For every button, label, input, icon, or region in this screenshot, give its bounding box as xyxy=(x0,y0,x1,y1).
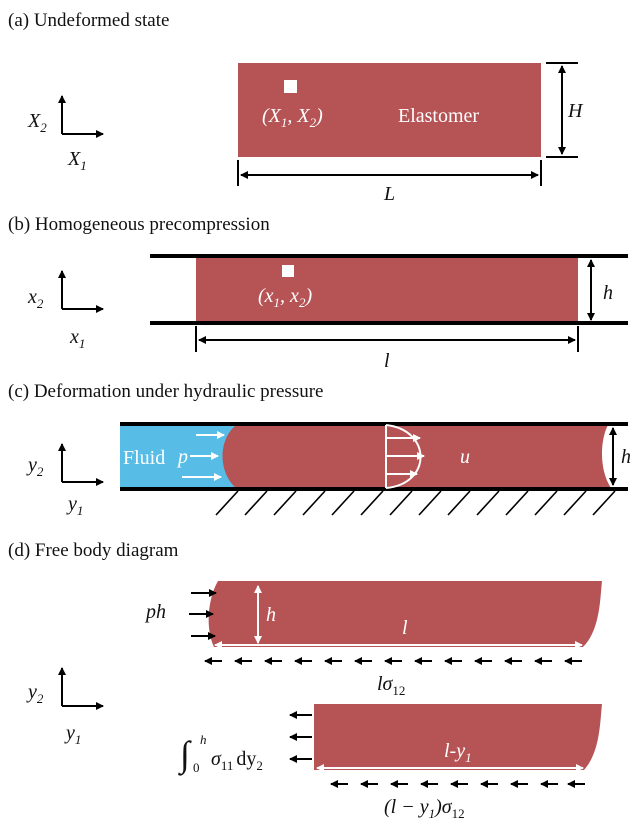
height-label: h xyxy=(621,446,631,468)
height-label: h xyxy=(266,604,276,626)
height-dimension: H xyxy=(546,62,584,158)
length-label: l xyxy=(402,617,408,639)
length-label: L xyxy=(383,183,395,205)
axis-x-label: y1 xyxy=(64,722,81,747)
normal-stress-arrows xyxy=(289,711,312,763)
axis-y-label: X2 xyxy=(27,110,47,135)
full-body-shape xyxy=(208,581,602,647)
panel-d-axes: y2 y1 xyxy=(26,667,104,747)
integral-upper-limit: h xyxy=(200,732,207,747)
panel-c-caption: (c) Deformation under hydraulic pressure xyxy=(8,381,324,402)
axis-y-label: y2 xyxy=(26,681,44,706)
height-label: h xyxy=(603,282,613,304)
height-label: H xyxy=(567,100,584,122)
panel-c: (c) Deformation under hydraulic pressure… xyxy=(8,381,631,518)
pressure-label: p xyxy=(176,446,188,468)
length-dimension: L xyxy=(237,160,542,205)
height-dimension: h xyxy=(609,427,631,486)
displacement-label: u xyxy=(460,446,470,468)
integral-label: ∫ h 0 σ11 dy2 xyxy=(178,732,263,776)
panel-d-caption: (d) Free body diagram xyxy=(8,540,179,561)
free-body-full: ph h l lσ12 xyxy=(144,581,602,698)
material-point-marker xyxy=(282,265,294,277)
material-point-label: (X1, X2) xyxy=(262,105,323,130)
partial-length-label: l-y1 xyxy=(444,740,472,765)
panel-a-caption: (a) Undeformed state xyxy=(8,10,169,31)
height-dimension: h xyxy=(587,259,613,321)
partial-body-shape xyxy=(314,704,602,770)
shear-force-label-bottom: (l − y1)σ12 xyxy=(384,796,465,821)
fluid-label: Fluid xyxy=(123,447,165,469)
length-dimension: l xyxy=(195,326,579,372)
panel-c-axes: y2 y1 xyxy=(26,443,104,518)
integral-sign: ∫ xyxy=(178,734,192,776)
axis-y-label: y2 xyxy=(26,454,44,479)
material-point-label: (x1, x2) xyxy=(258,285,312,310)
panel-b-axes: x2 x1 xyxy=(27,270,104,351)
elastomer-label: Elastomer xyxy=(398,105,479,127)
length-label: l xyxy=(384,350,390,372)
shear-force-label-top: lσ12 xyxy=(377,673,405,698)
panel-b: (b) Homogeneous precompression x2 x1 (x1… xyxy=(8,214,628,372)
pressure-arrows xyxy=(182,431,225,481)
velocity-profile xyxy=(385,424,425,489)
panel-a: (a) Undeformed state X2 X1 (X1, X2) Elas… xyxy=(8,10,584,205)
free-body-partial: ∫ h 0 σ11 dy2 l-y1 (l − y1)σ12 xyxy=(178,704,602,821)
integral-lower-limit: 0 xyxy=(193,760,200,775)
ground-hatching xyxy=(215,490,616,516)
axis-x-label: x1 xyxy=(69,326,85,351)
panel-d: (d) Free body diagram y2 y1 ph h l xyxy=(8,540,602,821)
integrand: σ11 dy2 xyxy=(211,748,263,773)
panel-b-caption: (b) Homogeneous precompression xyxy=(8,214,270,235)
axis-x-label: y1 xyxy=(66,493,83,518)
panel-a-axes: X2 X1 xyxy=(27,95,104,173)
precompressed-block xyxy=(196,257,578,324)
material-point-marker xyxy=(284,80,297,93)
elastomer-block xyxy=(238,63,541,157)
axis-x-label: X1 xyxy=(67,148,87,173)
axis-y-label: x2 xyxy=(27,286,44,311)
pressure-force-arrows xyxy=(189,589,217,640)
pressure-force-label: ph xyxy=(144,601,166,623)
